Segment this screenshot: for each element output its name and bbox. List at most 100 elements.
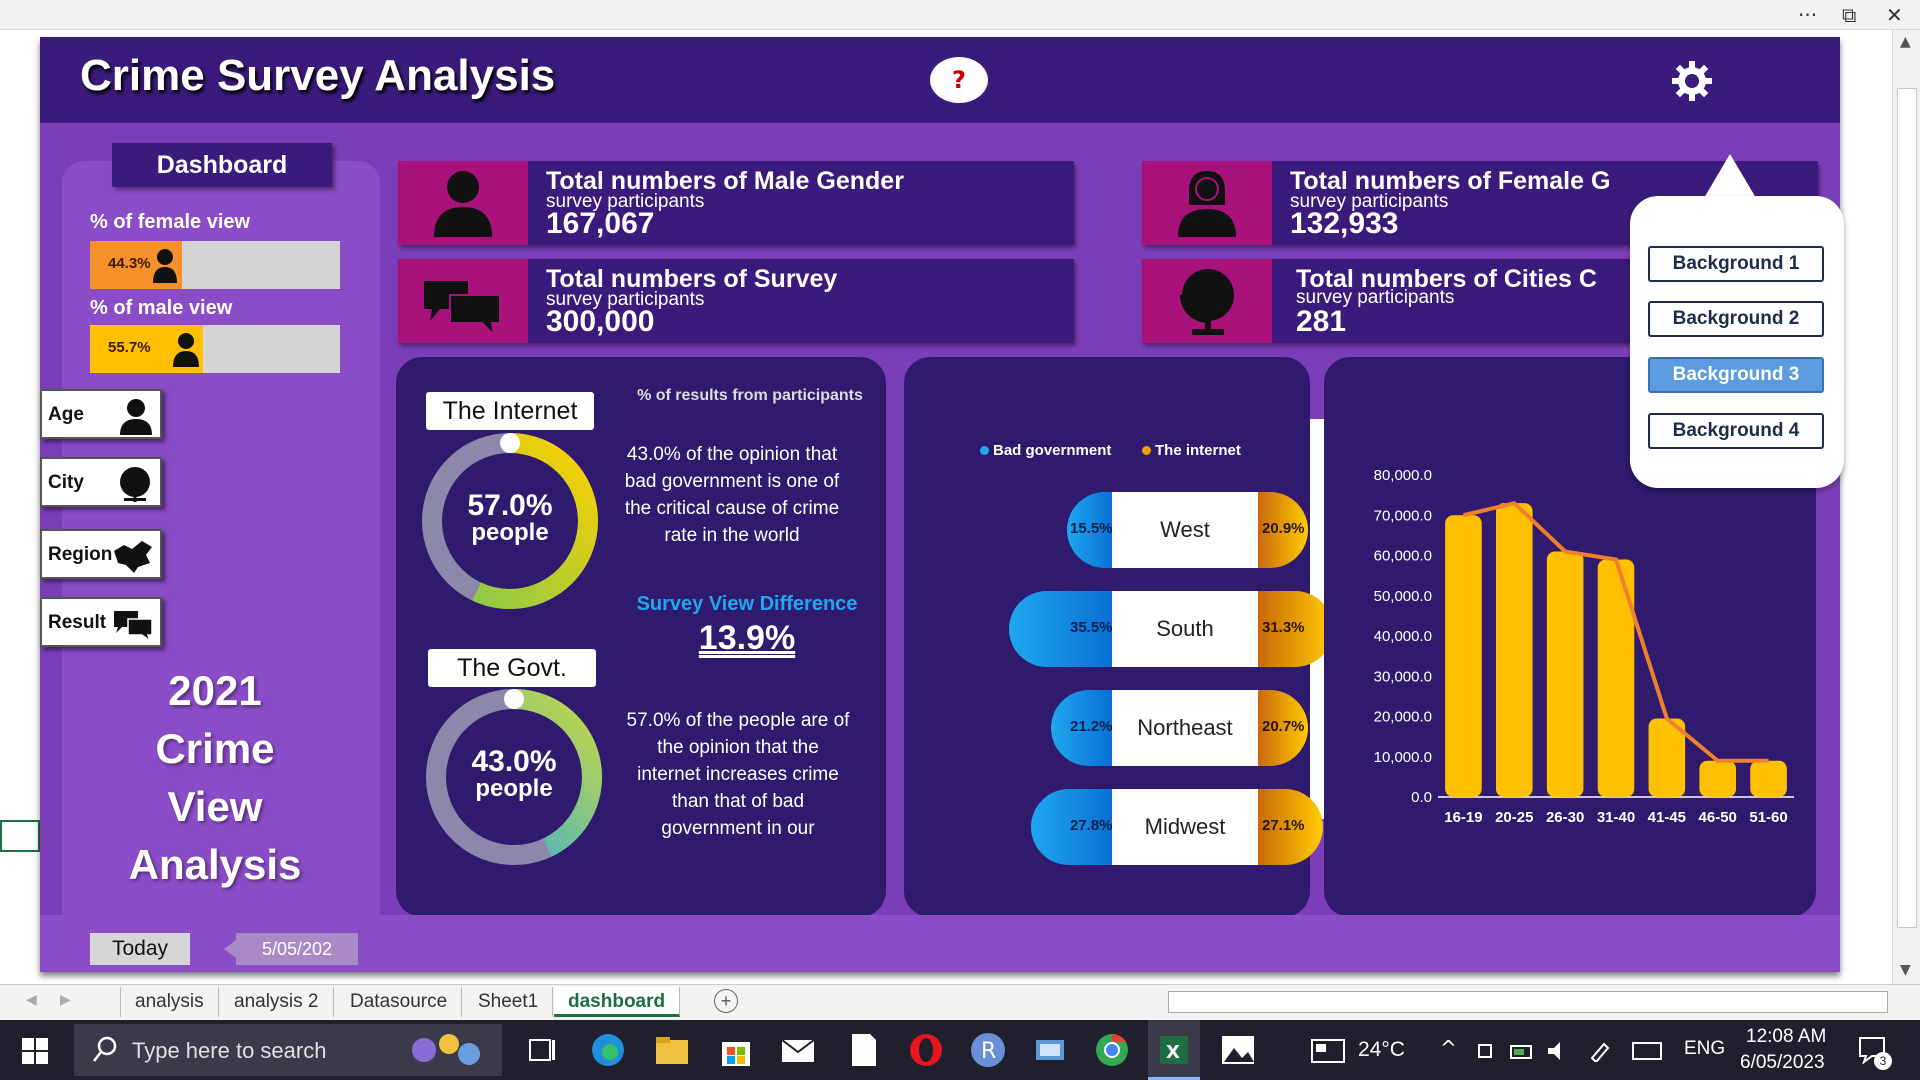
y-tick-label: 10,000.0 xyxy=(1374,749,1432,766)
age-bar-chart: 0.0 10,000.0 20,000.0 30,000.0 40,000.0 50,00… xyxy=(1374,467,1794,826)
kpi-cities-title: Total numbers of Cities C xyxy=(1296,265,1597,293)
scroll-up-arrow-icon[interactable]: ▲ xyxy=(1900,34,1911,50)
selected-cell[interactable] xyxy=(0,820,40,852)
tray-chevron-up-icon[interactable]: ^ xyxy=(1440,1036,1457,1060)
volume-icon[interactable] xyxy=(1546,1040,1570,1062)
clock-date[interactable]: 6/05/2023 xyxy=(1740,1052,1825,1073)
keyboard-icon[interactable] xyxy=(1632,1042,1662,1060)
kpi-cities-value: 281 xyxy=(1296,305,1347,338)
slicer-city-button[interactable]: City xyxy=(40,457,162,507)
y-tick-label: 30,000.0 xyxy=(1374,668,1432,685)
weather-text[interactable]: 24°C xyxy=(1358,1038,1405,1061)
more-options-button[interactable]: ··· xyxy=(1798,3,1818,27)
mail-icon[interactable] xyxy=(780,1032,816,1068)
region-row: 15.5% West 20.9% xyxy=(1067,492,1309,568)
notification-icon[interactable] xyxy=(1858,1036,1886,1064)
chrome-icon[interactable] xyxy=(1094,1032,1130,1068)
r-app-icon[interactable]: R xyxy=(970,1032,1006,1068)
internet-unit: people xyxy=(471,519,549,546)
slicer-region-button[interactable]: Region xyxy=(40,529,162,579)
prev-sheet-icon[interactable]: ◀ xyxy=(26,991,37,1007)
kpi-survey-sub: survey participants xyxy=(546,289,705,310)
male-user-icon xyxy=(434,171,492,237)
scroll-down-arrow-icon[interactable]: ▼ xyxy=(1900,962,1911,978)
edge-browser-icon[interactable] xyxy=(590,1032,626,1068)
flowers-icon xyxy=(412,1034,480,1065)
clock-time[interactable]: 12:08 AM xyxy=(1746,1026,1827,1047)
slicer-age-button[interactable]: Age xyxy=(40,389,162,439)
tab-datasource[interactable]: Datasource xyxy=(336,987,463,1017)
notification-count-badge: 3 xyxy=(1874,1052,1892,1070)
internet-label: The Internet xyxy=(426,392,594,430)
person-icon xyxy=(120,399,152,435)
dashboard-canvas: Crime Survey Analysis ? Dashboard % of f… xyxy=(40,37,1844,972)
battery-icon[interactable] xyxy=(1510,1040,1536,1062)
help-button[interactable]: ? xyxy=(930,57,988,103)
legend-label: The internet xyxy=(1155,442,1241,459)
legend-bad-government: Bad government xyxy=(980,442,1111,459)
next-sheet-icon[interactable]: ▶ xyxy=(60,991,71,1007)
today-label: Today xyxy=(90,933,190,965)
dashboard-label: Dashboard xyxy=(112,143,332,187)
network-app-icon[interactable] xyxy=(1032,1032,1068,1068)
diff-title: Survey View Difference xyxy=(636,593,858,615)
tab-analysis[interactable]: analysis xyxy=(120,987,219,1017)
y-tick-label: 20,000.0 xyxy=(1374,709,1432,726)
tab-sheet1[interactable]: Sheet1 xyxy=(464,987,554,1017)
photos-icon[interactable] xyxy=(1220,1032,1256,1068)
big-title-line: 2021 xyxy=(168,667,262,714)
store-icon[interactable] xyxy=(718,1032,754,1068)
kpi-male-sub: survey participants xyxy=(546,191,705,212)
kpi-male-title: Total numbers of Male Gender xyxy=(546,167,904,195)
slicer-city-label: City xyxy=(48,472,84,493)
file-explorer-icon[interactable] xyxy=(654,1032,690,1068)
x-tick-label: 51-60 xyxy=(1749,809,1787,826)
notepad-icon[interactable] xyxy=(846,1032,882,1068)
search-icon xyxy=(93,1036,117,1062)
chart-bar xyxy=(1597,559,1635,797)
govt-label: The Govt. xyxy=(428,649,596,687)
vertical-scrollbar[interactable]: ▲ ▼ xyxy=(1892,30,1920,984)
female-view-fill: 44.3% xyxy=(90,241,182,289)
region-bad-government-bar xyxy=(1031,789,1112,865)
big-title-line: Analysis xyxy=(128,841,302,888)
region-internet-value: 20.9% xyxy=(1261,520,1305,537)
tab-analysis-2[interactable]: analysis 2 xyxy=(220,987,334,1017)
pen-icon[interactable] xyxy=(1588,1040,1612,1062)
news-widget-icon[interactable] xyxy=(1310,1032,1346,1068)
dashboard-footer: Today 5/05/202 xyxy=(40,915,1840,972)
region-bad-government-value: 35.5% xyxy=(1069,619,1113,636)
chart-bar xyxy=(1546,551,1584,797)
meet-icon[interactable] xyxy=(1476,1040,1498,1062)
big-title: 2021 Crime View Analysis xyxy=(100,662,330,894)
region-name: West xyxy=(1111,492,1258,568)
kpi-male-icon-box xyxy=(398,161,528,245)
horizontal-scrollbar[interactable] xyxy=(1168,991,1888,1013)
scrollbar-thumb[interactable] xyxy=(1897,88,1917,928)
slicer-result-button[interactable]: Result xyxy=(40,597,162,647)
chart-bar xyxy=(1648,718,1686,797)
excel-taskbar-button[interactable]: X xyxy=(1148,1020,1200,1080)
tab-dashboard[interactable]: dashboard xyxy=(554,987,681,1017)
kpi-male-card: Total numbers of Male Gender survey part… xyxy=(398,161,1074,245)
opera-icon[interactable] xyxy=(908,1032,944,1068)
kpi-survey-value: 300,000 xyxy=(546,305,655,338)
background-3-button[interactable]: Background 3 xyxy=(1648,357,1824,393)
windows-start-icon[interactable] xyxy=(22,1038,48,1064)
taskbar-search-box[interactable]: Type here to search xyxy=(74,1024,502,1076)
background-1-button[interactable]: Background 1 xyxy=(1648,246,1824,282)
restore-window-button[interactable]: ⧉ xyxy=(1842,3,1857,27)
diff-value: 13.9% xyxy=(698,619,796,657)
close-window-button[interactable]: ✕ xyxy=(1886,3,1903,27)
gear-icon[interactable] xyxy=(1670,59,1714,103)
background-2-button[interactable]: Background 2 xyxy=(1648,301,1824,337)
language-indicator[interactable]: ENG xyxy=(1684,1038,1726,1059)
background-4-button[interactable]: Background 4 xyxy=(1648,413,1824,449)
x-tick-label: 16-19 xyxy=(1444,809,1482,826)
add-sheet-icon[interactable]: + xyxy=(714,989,738,1013)
legend-dot-icon xyxy=(1142,446,1151,455)
window-title-bar: ··· ⧉ ✕ xyxy=(0,0,1920,30)
task-view-icon[interactable] xyxy=(524,1032,560,1068)
female-view-value: 44.3% xyxy=(108,255,151,272)
background-menu: Background 1 Background 2 Background 3 B… xyxy=(1630,196,1844,488)
